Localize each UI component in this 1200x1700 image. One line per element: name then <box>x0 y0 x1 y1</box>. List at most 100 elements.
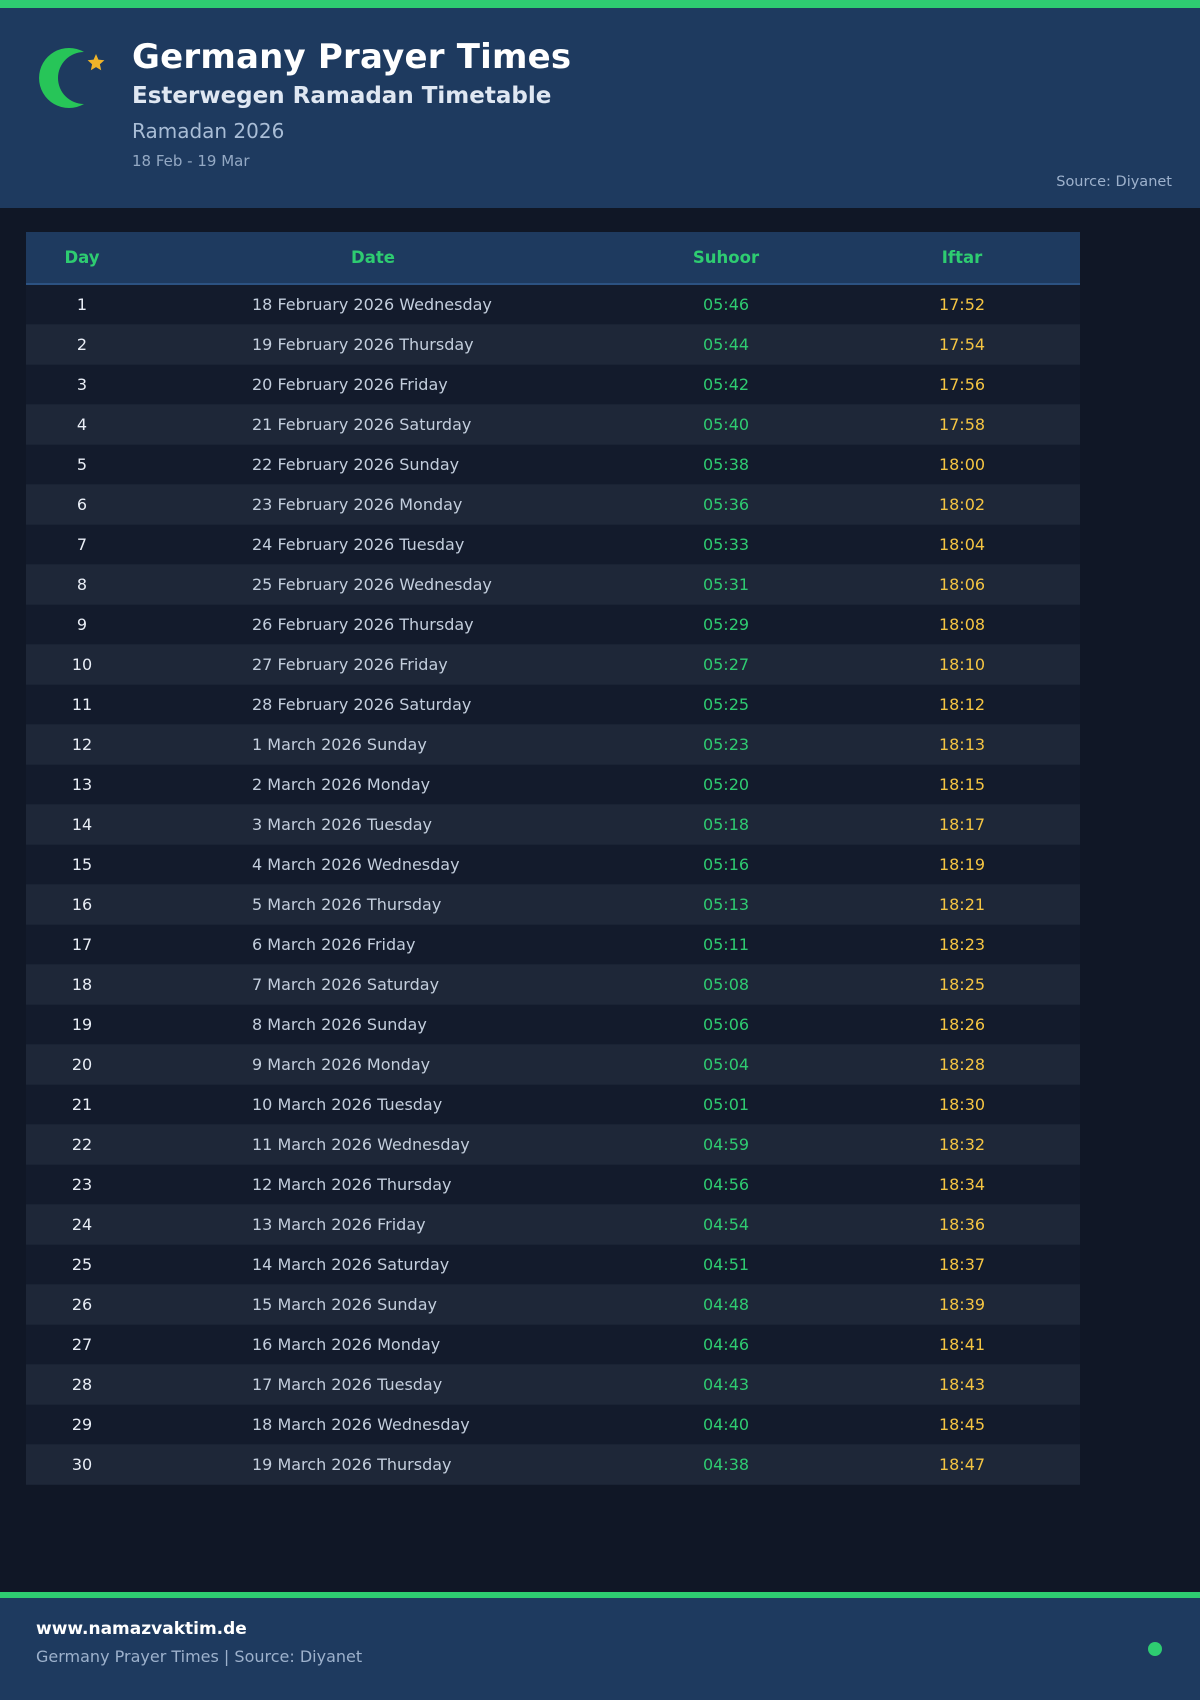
date-cell: 25 February 2026 Wednesday <box>252 575 492 594</box>
table-row[interactable]: 6 23 February 2026 Monday 05:36 18:02 <box>26 484 1080 525</box>
date-cell: 18 March 2026 Wednesday <box>252 1415 470 1434</box>
date-cell: 5 March 2026 Thursday <box>252 895 442 914</box>
header-source-label: Source: Diyanet <box>1056 174 1172 190</box>
suhoor-cell: 04:56 <box>702 1175 750 1194</box>
table-row[interactable]: 4 21 February 2026 Saturday 05:40 17:58 <box>26 404 1080 445</box>
day-cell: 8 <box>76 575 88 594</box>
table-row[interactable]: 21 10 March 2026 Tuesday 05:01 18:30 <box>26 1084 1080 1125</box>
suhoor-cell: 05:06 <box>702 1015 750 1034</box>
day-cell: 13 <box>71 775 93 794</box>
table-row[interactable]: 3 20 February 2026 Friday 05:42 17:56 <box>26 364 1080 405</box>
column-header-date[interactable]: Date <box>138 232 608 285</box>
table-row[interactable]: 22 11 March 2026 Wednesday 04:59 18:32 <box>26 1124 1080 1165</box>
table-row[interactable]: 28 17 March 2026 Tuesday 04:43 18:43 <box>26 1364 1080 1405</box>
iftar-cell: 18:30 <box>938 1095 986 1114</box>
day-cell: 3 <box>76 375 88 394</box>
iftar-cell: 18:43 <box>938 1375 986 1394</box>
suhoor-cell: 05:08 <box>702 975 750 994</box>
date-range-label: 18 Feb - 19 Mar <box>132 151 250 170</box>
column-header-day[interactable]: Day <box>26 232 138 285</box>
table-body: 1 18 February 2026 Wednesday 05:46 17:52 2 19… <box>26 284 1080 1485</box>
day-cell: 9 <box>76 615 88 634</box>
table-row[interactable]: 5 22 February 2026 Sunday 05:38 18:00 <box>26 444 1080 485</box>
day-cell: 30 <box>71 1455 93 1474</box>
day-cell: 24 <box>71 1215 93 1234</box>
table-row[interactable]: 25 14 March 2026 Saturday 04:51 18:37 <box>26 1244 1080 1285</box>
table-row[interactable]: 19 8 March 2026 Sunday 05:06 18:26 <box>26 1004 1080 1045</box>
suhoor-cell: 05:40 <box>702 415 750 434</box>
iftar-cell: 18:00 <box>938 455 986 474</box>
season-label: Ramadan 2026 <box>132 118 285 143</box>
suhoor-cell: 04:48 <box>702 1295 750 1314</box>
suhoor-cell: 05:13 <box>702 895 750 914</box>
date-cell: 18 February 2026 Wednesday <box>252 295 492 314</box>
table-row[interactable]: 26 15 March 2026 Sunday 04:48 18:39 <box>26 1284 1080 1325</box>
date-cell: 24 February 2026 Tuesday <box>252 535 465 554</box>
day-cell: 6 <box>76 495 88 514</box>
table-row[interactable]: 23 12 March 2026 Thursday 04:56 18:34 <box>26 1164 1080 1205</box>
date-cell: 19 March 2026 Thursday <box>252 1455 452 1474</box>
date-cell: 1 March 2026 Sunday <box>252 735 427 754</box>
date-cell: 9 March 2026 Monday <box>252 1055 431 1074</box>
suhoor-cell: 04:59 <box>702 1135 750 1154</box>
date-cell: 2 March 2026 Monday <box>252 775 431 794</box>
table-row[interactable]: 1 18 February 2026 Wednesday 05:46 17:52 <box>26 284 1080 325</box>
iftar-cell: 18:17 <box>938 815 986 834</box>
suhoor-cell: 05:31 <box>702 575 750 594</box>
day-cell: 4 <box>76 415 88 434</box>
date-cell: 4 March 2026 Wednesday <box>252 855 460 874</box>
date-cell: 27 February 2026 Friday <box>252 655 448 674</box>
iftar-cell: 17:56 <box>938 375 986 394</box>
table-row[interactable]: 12 1 March 2026 Sunday 05:23 18:13 <box>26 724 1080 765</box>
date-cell: 7 March 2026 Saturday <box>252 975 440 994</box>
table-row[interactable]: 2 19 February 2026 Thursday 05:44 17:54 <box>26 324 1080 365</box>
day-cell: 21 <box>71 1095 93 1114</box>
iftar-cell: 17:52 <box>938 295 986 314</box>
prayer-times-table: Day Date Suhoor Iftar 1 18 February 2026 … <box>26 232 1080 1485</box>
table-row[interactable]: 30 19 March 2026 Thursday 04:38 18:47 <box>26 1444 1080 1485</box>
footer-website-link[interactable]: www.namazvaktim.de <box>36 1619 247 1639</box>
suhoor-cell: 05:11 <box>702 935 750 954</box>
column-header-suhoor[interactable]: Suhoor <box>608 232 844 285</box>
day-cell: 1 <box>76 295 88 314</box>
suhoor-cell: 04:38 <box>702 1455 750 1474</box>
suhoor-cell: 05:42 <box>702 375 750 394</box>
day-cell: 29 <box>71 1415 93 1434</box>
table-row[interactable]: 14 3 March 2026 Tuesday 05:18 18:17 <box>26 804 1080 845</box>
table-row[interactable]: 20 9 March 2026 Monday 05:04 18:28 <box>26 1044 1080 1085</box>
date-cell: 23 February 2026 Monday <box>252 495 463 514</box>
day-cell: 16 <box>71 895 93 914</box>
table-row[interactable]: 11 28 February 2026 Saturday 05:25 18:12 <box>26 684 1080 725</box>
suhoor-cell: 05:20 <box>702 775 750 794</box>
day-cell: 22 <box>71 1135 93 1154</box>
column-header-iftar[interactable]: Iftar <box>844 232 1080 285</box>
day-cell: 10 <box>71 655 93 674</box>
table-row[interactable]: 18 7 March 2026 Saturday 05:08 18:25 <box>26 964 1080 1005</box>
table-row[interactable]: 24 13 March 2026 Friday 04:54 18:36 <box>26 1204 1080 1245</box>
date-cell: 22 February 2026 Sunday <box>252 455 460 474</box>
day-cell: 23 <box>71 1175 93 1194</box>
iftar-cell: 18:12 <box>938 695 986 714</box>
table-row[interactable]: 9 26 February 2026 Thursday 05:29 18:08 <box>26 604 1080 645</box>
table-row[interactable]: 17 6 March 2026 Friday 05:11 18:23 <box>26 924 1080 965</box>
iftar-cell: 18:04 <box>938 535 986 554</box>
day-cell: 20 <box>71 1055 93 1074</box>
table-row[interactable]: 15 4 March 2026 Wednesday 05:16 18:19 <box>26 844 1080 885</box>
iftar-cell: 18:34 <box>938 1175 986 1194</box>
table-row[interactable]: 27 16 March 2026 Monday 04:46 18:41 <box>26 1324 1080 1365</box>
table-row[interactable]: 8 25 February 2026 Wednesday 05:31 18:06 <box>26 564 1080 605</box>
iftar-cell: 18:36 <box>938 1215 986 1234</box>
table-row[interactable]: 29 18 March 2026 Wednesday 04:40 18:45 <box>26 1404 1080 1445</box>
date-cell: 12 March 2026 Thursday <box>252 1175 452 1194</box>
iftar-cell: 18:19 <box>938 855 986 874</box>
table-row[interactable]: 16 5 March 2026 Thursday 05:13 18:21 <box>26 884 1080 925</box>
table-row[interactable]: 10 27 February 2026 Friday 05:27 18:10 <box>26 644 1080 685</box>
iftar-cell: 18:23 <box>938 935 986 954</box>
suhoor-cell: 05:18 <box>702 815 750 834</box>
page-header: Germany Prayer Times Esterwegen Ramadan … <box>0 8 1200 208</box>
table-row[interactable]: 7 24 February 2026 Tuesday 05:33 18:04 <box>26 524 1080 565</box>
suhoor-cell: 05:04 <box>702 1055 750 1074</box>
table-row[interactable]: 13 2 March 2026 Monday 05:20 18:15 <box>26 764 1080 805</box>
date-cell: 20 February 2026 Friday <box>252 375 448 394</box>
page-footer: www.namazvaktim.de Germany Prayer Times … <box>0 1592 1200 1700</box>
